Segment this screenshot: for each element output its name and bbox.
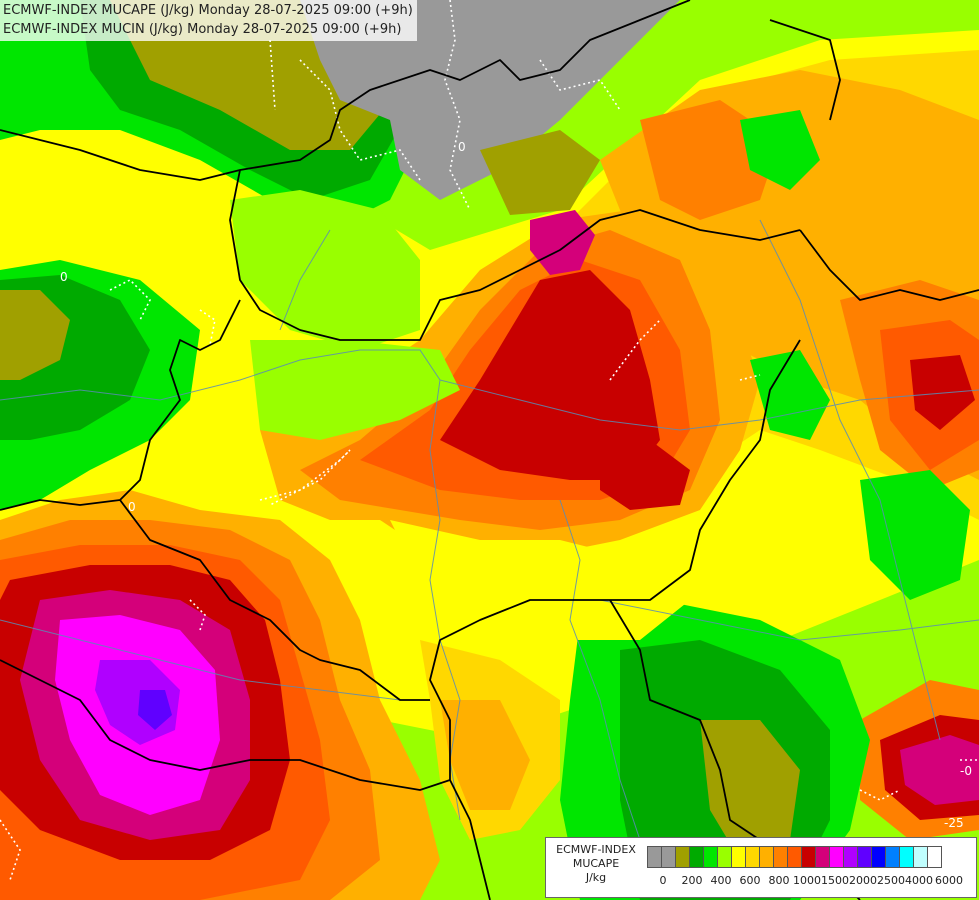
legend-line1: ECMWF-INDEX bbox=[556, 843, 636, 856]
title-mucin: ECMWF-INDEX MUCIN (J/kg) Monday 28-07-20… bbox=[3, 22, 402, 37]
cin-label: 0 bbox=[60, 270, 68, 284]
river bbox=[599, 599, 979, 641]
legend-swatch bbox=[857, 846, 872, 868]
legend-swatches bbox=[647, 846, 942, 868]
legend-swatch bbox=[703, 846, 718, 868]
legend-tick-label: 1000 bbox=[793, 874, 821, 887]
cin-contours bbox=[0, 0, 979, 881]
legend-swatch bbox=[927, 846, 942, 868]
border bbox=[429, 339, 801, 900]
field-lightgreen-nc bbox=[230, 190, 420, 350]
field-green-ne bbox=[740, 110, 820, 190]
river bbox=[279, 229, 331, 331]
field-magenta-north bbox=[530, 210, 595, 275]
legend-tick-label: 1500 bbox=[821, 874, 849, 887]
legend-swatch bbox=[745, 846, 760, 868]
cin-contour bbox=[0, 819, 21, 881]
legend-tick-label: 2000 bbox=[849, 874, 877, 887]
border bbox=[229, 169, 801, 341]
cin-contour bbox=[739, 374, 761, 381]
cin-contour bbox=[299, 59, 421, 181]
field-darkred-east bbox=[910, 355, 975, 430]
border bbox=[119, 499, 430, 701]
color-legend: ECMWF-INDEX MUCAPE J/kg 0 200 400 600 800 100… bbox=[545, 837, 977, 898]
border bbox=[799, 229, 979, 301]
border bbox=[0, 659, 451, 791]
river bbox=[0, 619, 401, 701]
legend-tick-label: 600 bbox=[739, 874, 761, 887]
legend-swatch bbox=[871, 846, 886, 868]
field-grey-north bbox=[300, 0, 680, 200]
legend-tick-label: 2500 bbox=[877, 874, 905, 887]
cin-label: -0 bbox=[960, 764, 972, 778]
legend-swatch bbox=[689, 846, 704, 868]
legend-swatch bbox=[787, 846, 802, 868]
legend-swatch bbox=[675, 846, 690, 868]
legend-tick-label: 400 bbox=[710, 874, 732, 887]
legend-tick-label: 6000 bbox=[935, 874, 963, 887]
legend-swatch bbox=[647, 846, 662, 868]
legend-ticks: 0 200 400 600 800 1000 1500 2000 2500 4000 6000 bbox=[647, 874, 977, 890]
river bbox=[759, 219, 941, 741]
cin-contour bbox=[609, 319, 661, 381]
legend-swatch bbox=[773, 846, 788, 868]
field-olive-se bbox=[700, 720, 800, 860]
legend-swatch bbox=[885, 846, 900, 868]
legend-swatch bbox=[717, 846, 732, 868]
cin-contour bbox=[199, 309, 216, 346]
legend-unit: J/kg bbox=[585, 871, 607, 884]
cin-contour bbox=[269, 39, 276, 111]
field-green-east bbox=[860, 470, 970, 600]
field-darkred-east-core bbox=[600, 440, 690, 510]
cin-contour bbox=[109, 279, 151, 321]
legend-swatch bbox=[899, 846, 914, 868]
legend-line2: MUCAPE bbox=[572, 857, 620, 870]
field-orange-south bbox=[440, 700, 530, 810]
field-olive-north2 bbox=[480, 130, 600, 215]
border bbox=[0, 0, 691, 181]
river bbox=[559, 499, 641, 841]
legend-title: ECMWF-INDEX MUCAPE J/kg bbox=[546, 843, 646, 885]
legend-tick-label: 800 bbox=[768, 874, 790, 887]
legend-swatch bbox=[829, 846, 844, 868]
legend-swatch bbox=[815, 846, 830, 868]
legend-tick-label: 200 bbox=[681, 874, 703, 887]
legend-swatch bbox=[759, 846, 774, 868]
field-olive-west bbox=[0, 290, 70, 380]
legend-tick-label: 4000 bbox=[905, 874, 933, 887]
rivers bbox=[0, 219, 979, 841]
field-darkred-center bbox=[440, 270, 660, 480]
cin-contour bbox=[539, 59, 621, 111]
field-lightgreen-center bbox=[250, 340, 460, 440]
border bbox=[769, 19, 841, 121]
field-magenta-se bbox=[900, 735, 979, 805]
cin-contour bbox=[189, 599, 206, 631]
cin-label: 0 bbox=[128, 500, 136, 514]
cin-label: 0 bbox=[458, 140, 466, 154]
legend-swatch bbox=[801, 846, 816, 868]
legend-swatch bbox=[843, 846, 858, 868]
field-violet-sw bbox=[138, 690, 172, 730]
legend-swatch bbox=[731, 846, 746, 868]
legend-tick-label: 0 bbox=[659, 874, 667, 887]
border bbox=[0, 299, 241, 511]
title-mucape: ECMWF-INDEX MUCAPE (J/kg) Monday 28-07-2… bbox=[3, 3, 413, 18]
legend-swatch bbox=[913, 846, 928, 868]
cin-label: -25 bbox=[944, 816, 964, 830]
river bbox=[439, 379, 979, 431]
legend-swatch bbox=[661, 846, 676, 868]
map-titles: ECMWF-INDEX MUCAPE (J/kg) Monday 28-07-2… bbox=[0, 0, 417, 41]
